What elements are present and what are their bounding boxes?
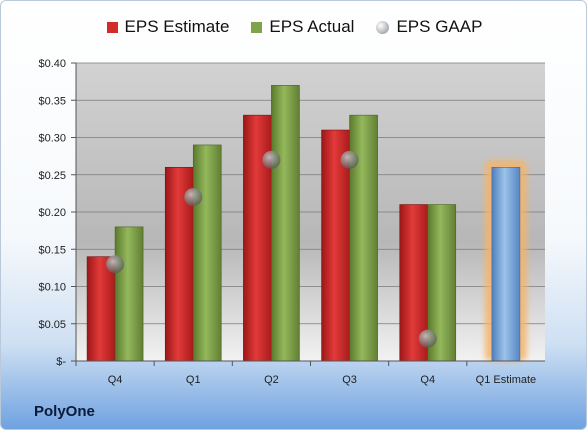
legend-label-actual: EPS Actual — [269, 17, 355, 36]
y-tick-label: $0.15 — [38, 244, 66, 256]
x-tick-label: Q3 — [342, 374, 357, 386]
y-tick-label: $0.35 — [38, 95, 66, 107]
point-eps-gaap — [106, 255, 125, 274]
bar-eps-actual — [114, 226, 144, 362]
x-tick-label: Q1 Estimate — [476, 374, 537, 386]
legend-label-estimate: EPS Estimate — [124, 17, 230, 36]
y-tick-label: $0.30 — [38, 133, 66, 145]
x-tick-label: Q4 — [420, 374, 435, 386]
chart-legend: EPS Estimate EPS Actual EPS GAAP — [1, 17, 586, 37]
bar-eps-estimate — [321, 129, 350, 362]
y-tick-label: $0.05 — [38, 319, 66, 331]
bar-eps-estimate — [86, 256, 116, 362]
y-tick-label: $0.10 — [38, 282, 66, 294]
y-axis: $- $0.05 $0.10 $0.15 $0.20 $0.25 $0.30 $0.35 $0.… — [38, 58, 77, 368]
x-tick-label: Q2 — [264, 374, 279, 386]
legend-item-gaap: EPS GAAP — [376, 17, 482, 37]
legend-swatch-actual — [251, 21, 263, 33]
point-eps-gaap — [418, 329, 437, 348]
point-eps-gaap — [340, 150, 359, 169]
bar-eps-estimate — [399, 204, 429, 362]
point-eps-gaap — [184, 188, 203, 207]
legend-swatch-estimate — [106, 21, 118, 33]
legend-item-actual: EPS Actual — [251, 17, 354, 37]
y-tick-label: $0.40 — [38, 58, 66, 70]
legend-item-estimate: EPS Estimate — [106, 17, 230, 37]
y-tick-label: $- — [56, 356, 66, 368]
bar-eps-actual — [192, 144, 222, 362]
x-tick-label: Q4 — [108, 374, 123, 386]
legend-label-gaap: EPS GAAP — [396, 17, 483, 36]
legend-swatch-gaap — [376, 20, 390, 34]
company-name: PolyOne — [34, 403, 95, 420]
x-axis: Q4 Q1 Q2 Q3 Q4 Q1 Estimate — [75, 360, 545, 386]
bar-next-estimate — [491, 167, 521, 362]
point-eps-gaap — [262, 150, 281, 169]
y-tick-label: $0.25 — [38, 170, 66, 182]
y-tick-label: $0.20 — [38, 207, 66, 219]
x-tick-label: Q1 — [186, 374, 201, 386]
bars — [86, 85, 527, 362]
bar-eps-actual — [271, 85, 300, 362]
